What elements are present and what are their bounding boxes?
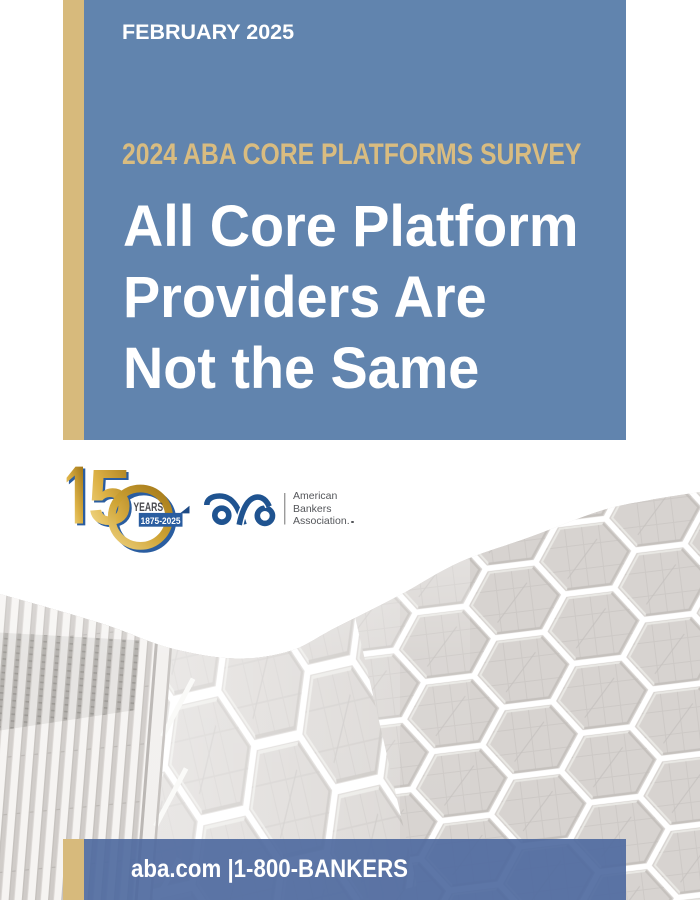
svg-text:5: 5 <box>88 458 132 541</box>
svg-text:YEARS: YEARS <box>133 500 163 514</box>
svg-text:1875-2025: 1875-2025 <box>141 516 182 527</box>
